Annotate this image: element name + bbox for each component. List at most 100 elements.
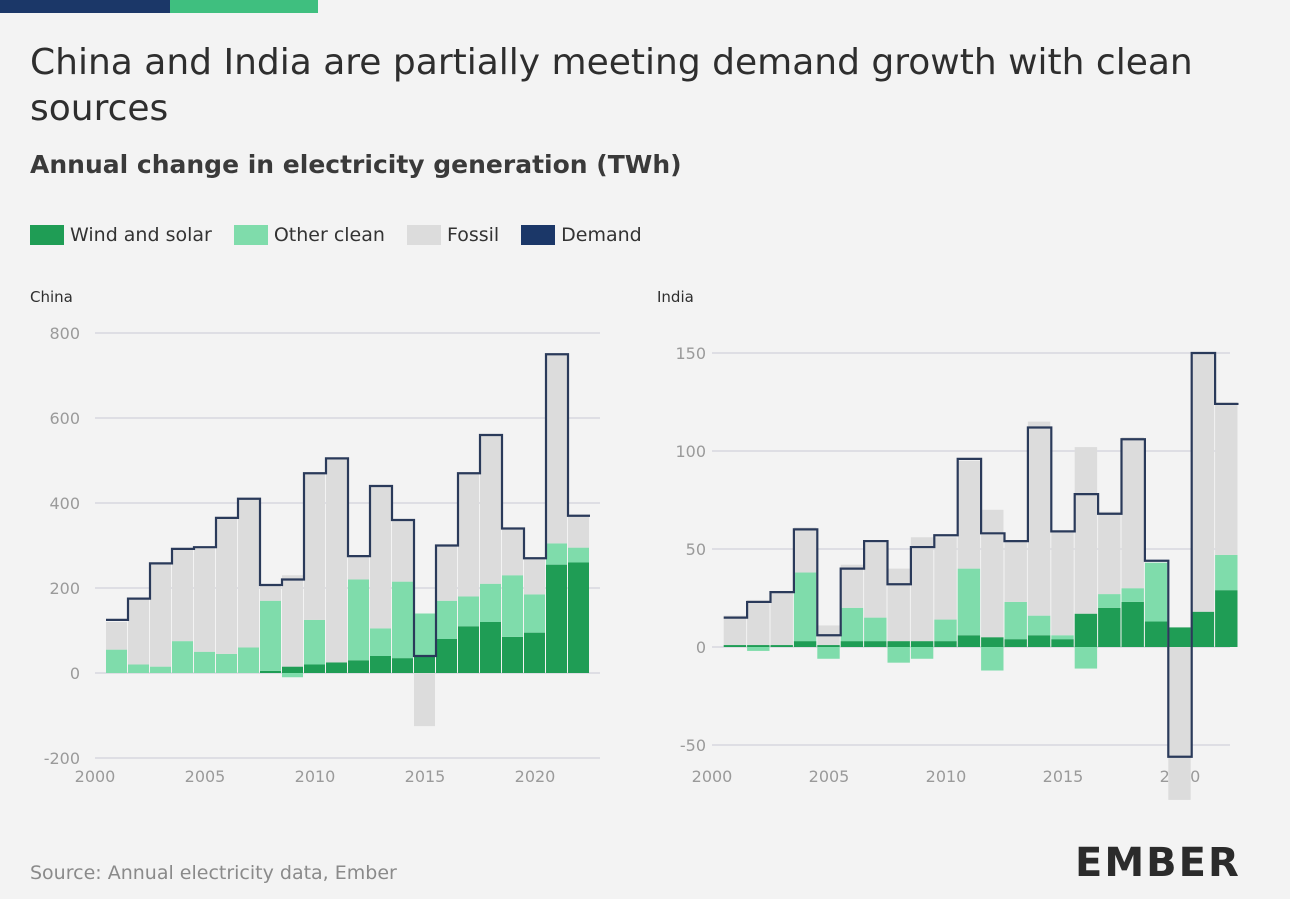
china-bar-other-clean (150, 667, 171, 673)
china-bar-other-clean (216, 654, 237, 673)
china-bar-wind-solar (326, 662, 347, 673)
source-note: Source: Annual electricity data, Ember (30, 862, 397, 884)
india-bar-wind-solar (981, 637, 1003, 647)
china-bar-fossil (414, 673, 435, 726)
india-bar-wind-solar (1122, 602, 1144, 647)
india-bar-other-clean (1051, 635, 1073, 639)
india-bar-wind-solar (1168, 627, 1190, 647)
china-bar-other-clean (348, 580, 369, 661)
china-bar-fossil (392, 520, 413, 582)
india-ytick-label: 0 (696, 638, 706, 657)
china-bar-other-clean (524, 594, 545, 632)
india-bar-fossil (864, 543, 886, 617)
china-bar-other-clean (436, 601, 457, 639)
china-bar-fossil (370, 486, 391, 628)
india-bar-wind-solar (1098, 608, 1120, 647)
india-bar-wind-solar (747, 645, 769, 647)
china-bar-wind-solar (546, 565, 567, 673)
china-bar-fossil (502, 529, 523, 576)
india-bar-other-clean (1145, 563, 1167, 622)
india-bar-other-clean (981, 647, 1003, 671)
india-bar-other-clean (1122, 588, 1144, 602)
india-bar-wind-solar (1051, 639, 1073, 647)
china-bar-wind-solar (458, 626, 479, 673)
china-bar-other-clean (458, 597, 479, 627)
india-bar-fossil (747, 600, 769, 645)
china-ytick-label: 0 (70, 664, 80, 683)
india-bar-wind-solar (1005, 639, 1027, 647)
china-bar-wind-solar (304, 665, 325, 674)
china-ytick-label: 400 (49, 494, 80, 513)
china-ytick-label: 800 (49, 324, 80, 343)
india-bar-wind-solar (771, 645, 793, 647)
china-bar-other-clean (238, 648, 259, 674)
china-bar-fossil (326, 458, 347, 662)
india-bar-wind-solar (911, 641, 933, 647)
china-bar-fossil (172, 550, 193, 641)
india-bar-fossil (1215, 402, 1237, 555)
india-bar-wind-solar (958, 635, 980, 647)
india-ytick-label: 100 (675, 442, 706, 461)
china-bar-wind-solar (524, 633, 545, 673)
china-bar-fossil (480, 435, 501, 584)
china-bar-other-clean (546, 543, 567, 564)
china-bar-fossil (260, 586, 281, 601)
china-bar-other-clean (414, 614, 435, 657)
india-bar-other-clean (1075, 647, 1097, 669)
india-bar-wind-solar (1145, 622, 1167, 647)
china-bar-fossil (568, 516, 589, 548)
china-bar-other-clean (260, 601, 281, 671)
china-bar-wind-solar (282, 667, 303, 673)
india-bar-other-clean (864, 618, 886, 642)
china-bar-wind-solar (502, 637, 523, 673)
china-ytick-label: -200 (44, 749, 80, 768)
india-bar-wind-solar (841, 641, 863, 647)
india-bar-other-clean (794, 573, 816, 642)
india-bar-other-clean (1098, 594, 1120, 608)
india-bar-other-clean (747, 647, 769, 651)
china-bar-fossil (106, 622, 127, 650)
india-xtick-label: 2000 (692, 767, 733, 786)
china-bar-fossil (436, 546, 457, 601)
india-bar-fossil (888, 569, 910, 642)
china-bar-fossil (216, 518, 237, 654)
india-bar-wind-solar (817, 645, 839, 647)
china-bar-fossil (524, 558, 545, 594)
china-bar-fossil (304, 473, 325, 620)
china-bar-wind-solar (370, 656, 391, 673)
india-xtick-label: 2015 (1043, 767, 1084, 786)
china-bar-other-clean (568, 548, 589, 563)
china-bar-fossil (194, 548, 215, 652)
china-bar-other-clean (392, 582, 413, 659)
china-bar-other-clean (282, 673, 303, 677)
india-ytick-label: 50 (686, 540, 706, 559)
china-xtick-label: 2005 (185, 767, 226, 786)
china-bar-fossil (128, 599, 149, 665)
india-bar-wind-solar (724, 645, 746, 647)
india-bar-fossil (1168, 647, 1190, 800)
india-bar-fossil (1075, 447, 1097, 614)
china-bar-wind-solar (348, 660, 369, 673)
china-xtick-label: 2010 (295, 767, 336, 786)
china-xtick-label: 2015 (405, 767, 446, 786)
china-bar-other-clean (502, 575, 523, 637)
china-bar-other-clean (194, 652, 215, 673)
china-bar-wind-solar (414, 656, 435, 673)
china-bar-wind-solar (392, 658, 413, 673)
india-bar-fossil (1051, 531, 1073, 635)
china-bar-other-clean (128, 665, 149, 674)
india-bar-fossil (911, 537, 933, 641)
india-bar-other-clean (888, 647, 910, 663)
china-bar-fossil (458, 473, 479, 596)
china-bar-wind-solar (436, 639, 457, 673)
ember-logo: EMBER (1075, 840, 1241, 886)
india-bar-fossil (794, 527, 816, 572)
china-bar-fossil (238, 499, 259, 648)
india-bar-other-clean (934, 620, 956, 642)
india-bar-wind-solar (1192, 612, 1214, 647)
india-bar-wind-solar (794, 641, 816, 647)
india-bar-wind-solar (934, 641, 956, 647)
china-bar-other-clean (172, 641, 193, 673)
china-bar-other-clean (304, 620, 325, 665)
